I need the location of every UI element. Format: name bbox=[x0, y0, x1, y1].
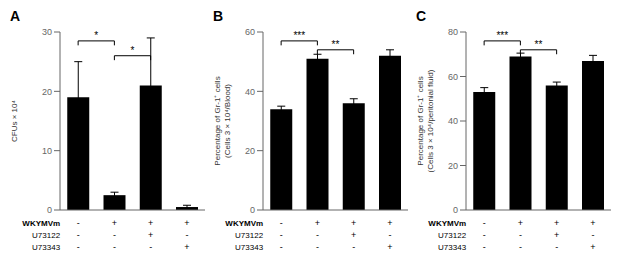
svg-text:+: + bbox=[554, 218, 559, 228]
svg-text:U73122: U73122 bbox=[438, 231, 467, 240]
svg-text:20: 20 bbox=[42, 87, 52, 97]
svg-text:+: + bbox=[184, 218, 189, 228]
svg-text:WKYMVm: WKYMVm bbox=[225, 219, 263, 228]
svg-text:+: + bbox=[590, 242, 595, 252]
svg-text:-: - bbox=[280, 230, 283, 240]
svg-text:-: - bbox=[77, 230, 80, 240]
svg-text:-: - bbox=[280, 218, 283, 228]
svg-text:**: ** bbox=[332, 39, 340, 50]
svg-text:+: + bbox=[518, 218, 523, 228]
svg-text:-: - bbox=[519, 242, 522, 252]
svg-text:-: - bbox=[519, 230, 522, 240]
svg-text:+: + bbox=[387, 242, 392, 252]
svg-text:-: - bbox=[483, 230, 486, 240]
svg-text:-: - bbox=[113, 242, 116, 252]
svg-text:-: - bbox=[185, 230, 188, 240]
svg-text:U73343: U73343 bbox=[438, 243, 467, 252]
svg-text:+: + bbox=[148, 218, 153, 228]
svg-text:+: + bbox=[184, 242, 189, 252]
svg-text:40: 40 bbox=[245, 87, 255, 97]
svg-text:10: 10 bbox=[42, 146, 52, 156]
svg-text:-: - bbox=[316, 230, 319, 240]
svg-text:0: 0 bbox=[250, 205, 255, 215]
svg-text:20: 20 bbox=[448, 161, 458, 171]
svg-text:U73343: U73343 bbox=[32, 243, 61, 252]
svg-text:-: - bbox=[352, 242, 355, 252]
svg-text:WKYMVm: WKYMVm bbox=[428, 219, 466, 228]
svg-text:0: 0 bbox=[453, 205, 458, 215]
svg-text:+: + bbox=[590, 218, 595, 228]
svg-text:-: - bbox=[77, 242, 80, 252]
svg-text:Percentage of Gr-1⁺ cells(Cell: Percentage of Gr-1⁺ cells(Cells 3 × 10⁴/… bbox=[416, 69, 435, 172]
svg-text:+: + bbox=[315, 218, 320, 228]
svg-text:-: - bbox=[555, 242, 558, 252]
svg-text:-: - bbox=[113, 230, 116, 240]
svg-text:CFUs × 10⁴: CFUs × 10⁴ bbox=[10, 99, 19, 141]
html-text:C: C bbox=[416, 8, 427, 24]
svg-text:U73122: U73122 bbox=[32, 231, 61, 240]
svg-text:-: - bbox=[77, 218, 80, 228]
svg-text:-: - bbox=[591, 230, 594, 240]
svg-text:*: * bbox=[131, 45, 135, 56]
svg-text:20: 20 bbox=[245, 146, 255, 156]
svg-text:WKYMVm: WKYMVm bbox=[22, 219, 60, 228]
svg-text:*: * bbox=[94, 30, 98, 41]
svg-text:80: 80 bbox=[448, 27, 458, 37]
svg-text:-: - bbox=[388, 230, 391, 240]
svg-text:+: + bbox=[351, 230, 356, 240]
svg-text:+: + bbox=[148, 230, 153, 240]
html-text:B: B bbox=[213, 8, 224, 24]
svg-text:-: - bbox=[483, 218, 486, 228]
svg-text:60: 60 bbox=[245, 27, 255, 37]
svg-text:60: 60 bbox=[448, 72, 458, 82]
svg-text:+: + bbox=[554, 230, 559, 240]
svg-text:-: - bbox=[280, 242, 283, 252]
svg-text:U73343: U73343 bbox=[235, 243, 264, 252]
html-text:A: A bbox=[10, 8, 21, 24]
svg-text:-: - bbox=[149, 242, 152, 252]
svg-text:-: - bbox=[316, 242, 319, 252]
svg-text:30: 30 bbox=[42, 27, 52, 37]
svg-text:+: + bbox=[387, 218, 392, 228]
svg-text:***: *** bbox=[293, 30, 305, 41]
svg-text:0: 0 bbox=[47, 205, 52, 215]
svg-text:***: *** bbox=[496, 30, 508, 41]
svg-text:+: + bbox=[351, 218, 356, 228]
svg-text:**: ** bbox=[535, 39, 543, 50]
svg-text:-: - bbox=[483, 242, 486, 252]
svg-text:U73122: U73122 bbox=[235, 231, 264, 240]
svg-text:Percentage of Gr-1⁺ cells(Cell: Percentage of Gr-1⁺ cells(Cells 3 × 10⁴/… bbox=[213, 76, 232, 165]
svg-text:+: + bbox=[112, 218, 117, 228]
svg-text:40: 40 bbox=[448, 116, 458, 126]
